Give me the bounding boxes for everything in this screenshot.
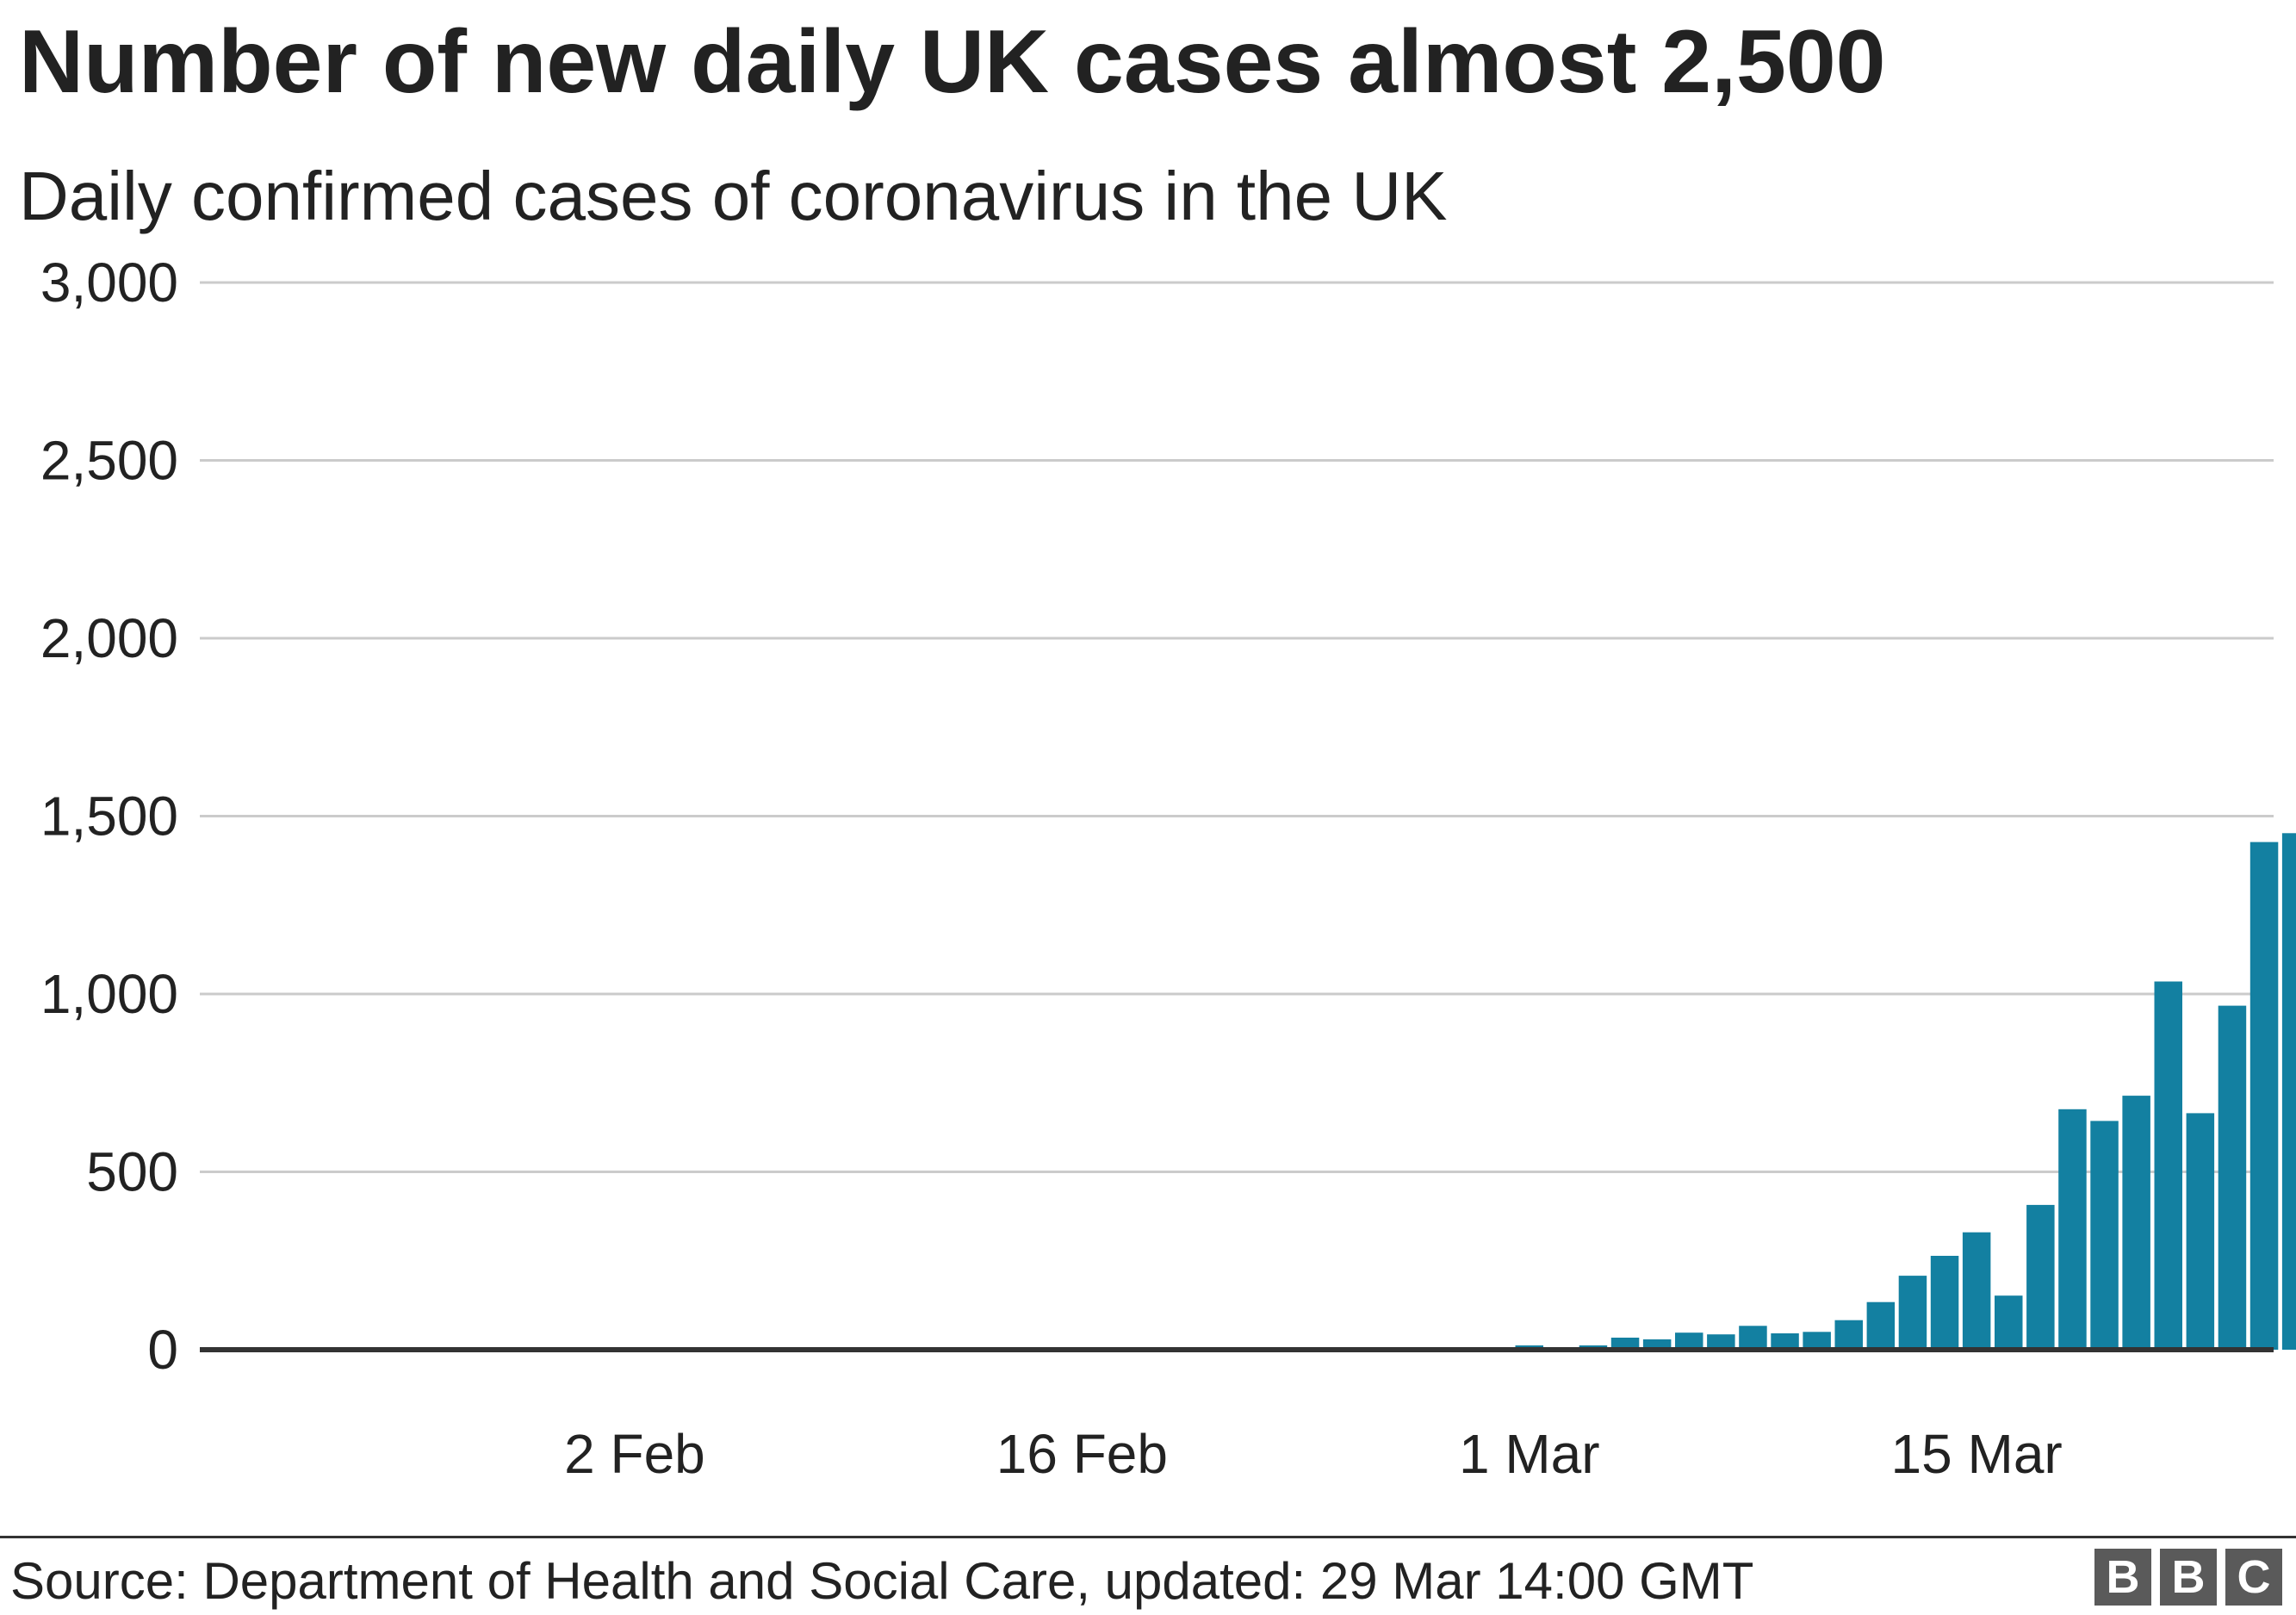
bar-4-mar [1610,1338,1640,1350]
bar-20-mar [2122,1096,2150,1350]
bar-24-mar [2249,842,2279,1350]
bar-6-mar [1675,1332,1703,1350]
bar-7-mar [1707,1334,1735,1350]
bar-18-mar [2058,1109,2087,1350]
x-tick-label: 15 Mar [1891,1423,2063,1485]
bar-23-mar [2218,1005,2247,1350]
y-tick-label: 2,000 [40,607,178,669]
bbc-logo-letter: B [2094,1549,2151,1606]
bar-19-mar [2090,1121,2119,1350]
bar-25-mar [2281,833,2296,1350]
y-tick-label: 500 [86,1141,178,1203]
bar-16-mar [1995,1295,2023,1350]
bar-10-mar [1803,1332,1831,1350]
bar-8-mar [1739,1326,1767,1350]
bar-15-mar [1962,1232,1991,1350]
bar-12-mar [1866,1301,1896,1350]
y-tick-label: 0 [147,1319,178,1381]
bar-22-mar [2186,1113,2215,1350]
x-tick-label: 16 Feb [996,1423,1168,1485]
gridlines [200,281,2274,1173]
bars [556,833,2296,1350]
y-axis-ticks: 0 500 1,000 1,500 2,000 2,500 3,000 [40,252,178,1381]
bar-13-mar [1898,1276,1927,1350]
bar-17-mar [2026,1204,2055,1350]
x-tick-label: 2 Feb [564,1423,705,1485]
y-tick-label: 2,500 [40,430,178,492]
bar-9-mar [1771,1333,1799,1350]
bar-chart: 0 500 1,000 1,500 2,000 2,500 3,000 2 Feb 16 Fe… [40,252,2296,1485]
bar-14-mar [1930,1256,1959,1350]
y-tick-label: 1,000 [40,963,178,1025]
chart-title: Number of new daily UK cases almost 2,50… [19,12,1886,112]
footer-divider [0,1536,2296,1538]
bar-11-mar [1834,1320,1863,1350]
bbc-logo-letter: B [2160,1549,2217,1606]
bbc-logo-letter: C [2225,1549,2282,1606]
bar-21-mar [2154,981,2182,1350]
chart-subtitle: Daily confirmed cases of coronavirus in … [19,158,1448,234]
y-tick-label: 3,000 [40,252,178,314]
source-note: Source: Department of Health and Social … [10,1552,1754,1610]
x-tick-label: 1 Mar [1459,1423,1600,1485]
y-tick-label: 1,500 [40,786,178,848]
